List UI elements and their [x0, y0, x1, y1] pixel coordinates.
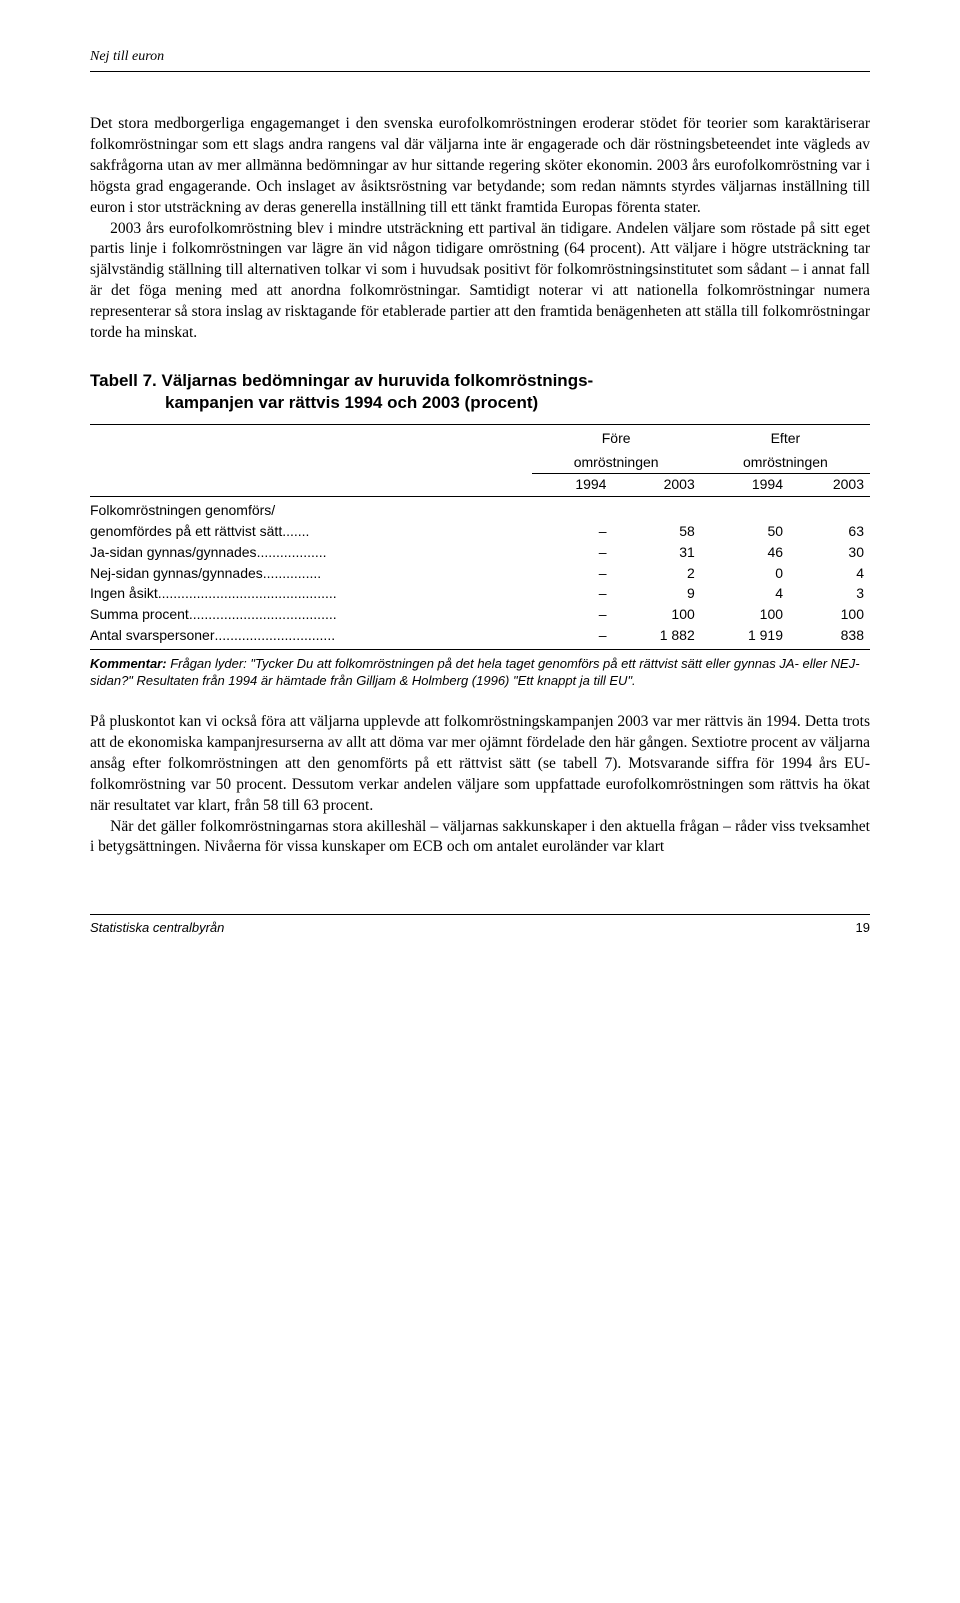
cell: 1 919: [701, 625, 789, 649]
cell: 1 882: [612, 625, 700, 649]
body-paragraph-4: När det gäller folkomröstningarnas stora…: [90, 817, 870, 859]
cell: 63: [789, 521, 870, 542]
data-table: Före Efter omröstningen omröstningen 199…: [90, 424, 870, 650]
col-group-after: Efter: [701, 425, 870, 449]
row-label: Summa procent...........................…: [90, 604, 532, 625]
cell: –: [532, 542, 613, 563]
row-label: genomfördes på ett rättvist sätt.......: [90, 521, 532, 542]
cell: 50: [701, 521, 789, 542]
head-rule: [90, 71, 870, 72]
cell: 2: [612, 563, 700, 584]
table-title: Tabell 7. Väljarnas bedömningar av huruv…: [90, 370, 870, 414]
row-label: Nej-sidan gynnas/gynnades...............: [90, 563, 532, 584]
cell: 30: [789, 542, 870, 563]
cell: 100: [612, 604, 700, 625]
cell: –: [532, 625, 613, 649]
running-head: Nej till euron: [90, 48, 870, 67]
page-footer: Statistiska centralbyrån 19: [90, 914, 870, 937]
comment-text: Frågan lyder: "Tycker Du att folkomröstn…: [90, 656, 860, 688]
comment-label: Kommentar:: [90, 656, 167, 671]
cell: 4: [789, 563, 870, 584]
cell: 31: [612, 542, 700, 563]
table-number: Tabell 7.: [90, 371, 157, 390]
table-title-line1: Väljarnas bedömningar av huruvida folkom…: [162, 371, 594, 390]
cell: 9: [612, 583, 700, 604]
cell: 3: [789, 583, 870, 604]
row-label: Antal svarspersoner.....................…: [90, 625, 532, 649]
col-year-b94: 1994: [532, 474, 613, 497]
cell: –: [532, 583, 613, 604]
cell: –: [532, 604, 613, 625]
cell: 100: [789, 604, 870, 625]
cell: 4: [701, 583, 789, 604]
footer-source: Statistiska centralbyrån: [90, 919, 224, 937]
cell: 58: [612, 521, 700, 542]
cell: 46: [701, 542, 789, 563]
table-title-line2: kampanjen var rättvis 1994 och 2003 (pro…: [90, 392, 870, 414]
cell: 838: [789, 625, 870, 649]
col-year-a94: 1994: [701, 474, 789, 497]
col-group-before: Före: [532, 425, 701, 449]
body-paragraph-1: Det stora medborgerliga engagemanget i d…: [90, 114, 870, 219]
row-label: Ja-sidan gynnas/gynnades................…: [90, 542, 532, 563]
cell: 0: [701, 563, 789, 584]
page-number: 19: [856, 919, 870, 937]
row-label: Ingen åsikt.............................…: [90, 583, 532, 604]
cell: –: [532, 521, 613, 542]
col-sub-after: omröstningen: [701, 449, 870, 473]
col-sub-before: omröstningen: [532, 449, 701, 473]
table-comment: Kommentar: Frågan lyder: "Tycker Du att …: [90, 656, 870, 690]
cell: –: [532, 563, 613, 584]
row-label: Folkomröstningen genomförs/: [90, 496, 532, 520]
cell: 100: [701, 604, 789, 625]
col-year-a03: 2003: [789, 474, 870, 497]
body-paragraph-2: 2003 års eurofolkomröstning blev i mindr…: [90, 219, 870, 345]
body-paragraph-3: På pluskontot kan vi också föra att välj…: [90, 712, 870, 817]
col-year-b03: 2003: [612, 474, 700, 497]
